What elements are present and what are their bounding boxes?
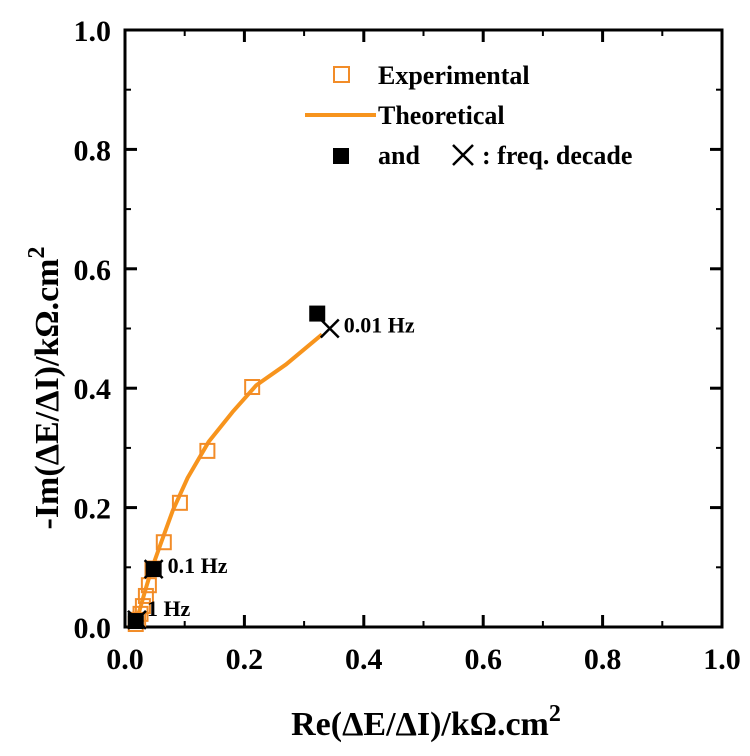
y-tick-label: 0.6 [74, 254, 112, 287]
y-tick-label: 1.0 [74, 15, 112, 48]
legend-and-label: and [378, 141, 420, 170]
y-tick-label: 0.4 [74, 373, 112, 406]
frequency-annotation: 0.1 Hz [168, 553, 228, 578]
annotations: 0.01 Hz 0.1 Hz 1 Hz [147, 313, 415, 621]
x-tick-label: 0.8 [584, 643, 622, 676]
decade-marker-cross [143, 559, 164, 579]
x-tick-label: 1.0 [703, 643, 741, 676]
y-tick-label: 0.8 [74, 134, 112, 167]
experimental-point [155, 534, 172, 551]
experimental-point [140, 577, 157, 594]
x-tick-label: 0.2 [226, 643, 264, 676]
x-tick-label: 0.6 [464, 643, 502, 676]
y-tick-label: 0.2 [74, 493, 112, 526]
experimental-point [244, 379, 261, 396]
experimental-point [137, 587, 154, 604]
legend-freq-decade-label: : freq. decade [482, 141, 632, 170]
y-tick-label: 0.0 [74, 612, 112, 645]
legend-cross-icon [452, 144, 474, 166]
legend-theoretical-label: Theoretical [378, 101, 505, 130]
x-tick-label: 0.4 [345, 643, 383, 676]
experimental-point [171, 494, 188, 511]
frequency-annotation: 0.01 Hz [344, 313, 415, 338]
x-tick-label: 0.0 [106, 643, 144, 676]
decade-marker-cross [319, 318, 340, 339]
legend-experimental-label: Experimental [378, 61, 530, 90]
decade-marker-square [309, 305, 326, 322]
legend-open-square-icon [333, 66, 350, 83]
theoretical-curve [132, 332, 324, 628]
x-axis-label: Re(ΔE/ΔI)/kΩ.cm2 [291, 701, 561, 743]
ticks: 0.00.0 0.2 0.2 0.4 0.4 0.6 0.6 0.8 0.8 1.0 1.0 [74, 15, 741, 676]
experimental-point [199, 442, 216, 459]
frequency-annotation: 1 Hz [147, 596, 191, 621]
series-layer [127, 305, 340, 633]
decade-marker-cross [127, 609, 147, 630]
legend: Experimental Theoretical and : freq. decade [305, 61, 632, 170]
y-axis-label: -Im(ΔE/ΔI)/kΩ.cm2 [24, 246, 66, 529]
legend-filled-square-icon [333, 148, 349, 164]
